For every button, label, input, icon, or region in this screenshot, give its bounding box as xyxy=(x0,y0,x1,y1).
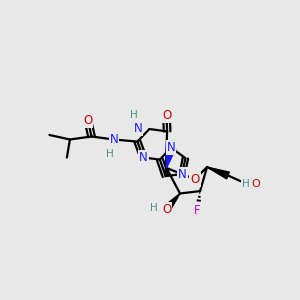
Text: H: H xyxy=(130,110,137,121)
Text: N: N xyxy=(178,167,187,181)
Text: O: O xyxy=(83,114,92,127)
Polygon shape xyxy=(207,167,229,179)
Text: O: O xyxy=(162,202,171,216)
Text: N: N xyxy=(167,141,176,154)
Polygon shape xyxy=(166,147,176,168)
Text: H: H xyxy=(242,178,250,189)
Text: F: F xyxy=(194,203,201,217)
Text: H: H xyxy=(150,202,158,213)
Polygon shape xyxy=(164,194,180,212)
Text: O: O xyxy=(190,172,200,186)
Text: O: O xyxy=(251,178,260,189)
Text: O: O xyxy=(162,109,171,122)
Text: N: N xyxy=(110,133,118,146)
Text: N: N xyxy=(134,122,142,135)
Text: H: H xyxy=(106,148,113,159)
Text: N: N xyxy=(139,151,148,164)
